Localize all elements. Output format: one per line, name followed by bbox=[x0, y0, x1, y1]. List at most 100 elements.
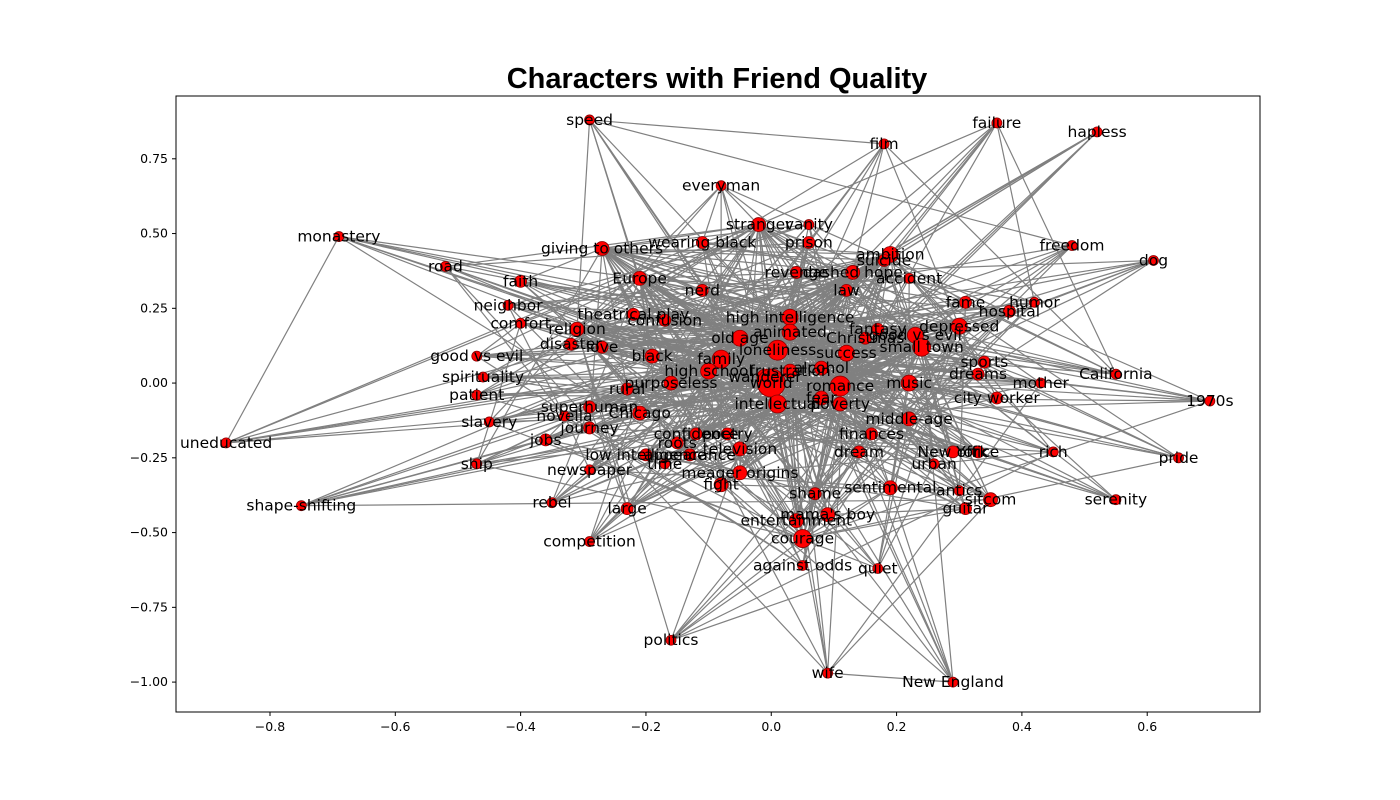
node bbox=[1002, 304, 1016, 318]
node bbox=[953, 485, 965, 497]
node-label: confusion bbox=[627, 311, 702, 329]
edge bbox=[915, 334, 1179, 459]
edge bbox=[846, 244, 1073, 354]
edge bbox=[651, 355, 966, 510]
edge bbox=[602, 247, 891, 256]
node-label: finances bbox=[839, 425, 904, 443]
node bbox=[584, 114, 595, 126]
edge bbox=[695, 433, 828, 516]
node bbox=[594, 241, 610, 256]
node-label: stranger bbox=[726, 216, 792, 234]
edge bbox=[802, 508, 966, 540]
node bbox=[971, 367, 985, 381]
edge bbox=[821, 361, 985, 369]
node-label: romance bbox=[806, 377, 874, 395]
node-label: love bbox=[586, 338, 619, 356]
node-label: film bbox=[869, 135, 898, 153]
node bbox=[813, 390, 829, 406]
edge bbox=[845, 352, 954, 683]
node bbox=[882, 480, 898, 496]
edge bbox=[626, 382, 910, 510]
edge bbox=[777, 349, 997, 399]
node-label: sports bbox=[960, 353, 1008, 371]
node bbox=[813, 360, 829, 376]
node bbox=[483, 416, 495, 428]
node bbox=[564, 337, 578, 351]
node-label: theatrical play bbox=[578, 305, 690, 323]
node-label: disaster bbox=[540, 335, 602, 353]
node-label: competition bbox=[543, 533, 636, 551]
node-label: politics bbox=[644, 631, 699, 649]
edge bbox=[626, 370, 710, 509]
node bbox=[838, 344, 855, 362]
node bbox=[695, 236, 709, 249]
edge bbox=[627, 388, 935, 465]
node bbox=[670, 436, 684, 450]
x-axis: −0.8 −0.6 −0.4 −0.2 0.0 0.2 0.4 0.6 bbox=[255, 712, 1157, 734]
edge bbox=[639, 412, 697, 435]
edge bbox=[602, 301, 1035, 348]
edge bbox=[520, 247, 603, 282]
node bbox=[658, 313, 672, 327]
node bbox=[659, 458, 671, 470]
edge bbox=[827, 672, 954, 683]
node bbox=[782, 363, 798, 379]
node bbox=[789, 266, 803, 279]
edge bbox=[689, 143, 885, 456]
node bbox=[471, 458, 483, 470]
node-label: everyman bbox=[682, 177, 760, 195]
node-label: comfort bbox=[490, 314, 551, 332]
edge bbox=[958, 302, 967, 491]
edge bbox=[602, 331, 791, 348]
node-label: Christmas bbox=[826, 329, 904, 347]
node-label: depressed bbox=[919, 317, 999, 335]
node bbox=[991, 117, 1003, 129]
node bbox=[971, 445, 985, 459]
edge bbox=[908, 382, 1179, 459]
edge bbox=[225, 236, 340, 444]
node-label: hapless bbox=[1068, 123, 1127, 141]
node bbox=[829, 375, 851, 397]
edge bbox=[701, 242, 722, 360]
edge bbox=[934, 451, 1054, 465]
edge bbox=[226, 385, 841, 444]
edge bbox=[758, 122, 998, 226]
edge bbox=[921, 346, 1116, 375]
node bbox=[220, 437, 232, 449]
node-label: middle-age bbox=[865, 410, 952, 428]
node bbox=[946, 445, 960, 459]
node bbox=[751, 217, 767, 232]
node-label: mother bbox=[1012, 374, 1069, 392]
node-label: meager origins bbox=[681, 464, 798, 482]
edge bbox=[827, 499, 992, 674]
node bbox=[820, 507, 836, 523]
node-label: patient bbox=[449, 386, 504, 404]
node bbox=[689, 427, 703, 441]
node bbox=[295, 500, 307, 512]
node-label: world bbox=[750, 374, 793, 392]
edge bbox=[670, 310, 1010, 641]
node-label: fantasy bbox=[849, 320, 907, 338]
edge bbox=[601, 247, 1117, 375]
node bbox=[732, 441, 748, 457]
edge bbox=[576, 329, 672, 641]
node bbox=[878, 138, 890, 150]
edge bbox=[670, 567, 878, 641]
node-label: uneducated bbox=[180, 434, 272, 452]
edge bbox=[996, 122, 1036, 303]
edge bbox=[664, 319, 985, 363]
edge bbox=[721, 484, 960, 492]
edge bbox=[602, 247, 853, 274]
node-label: quiet bbox=[858, 559, 898, 577]
edge bbox=[758, 224, 822, 369]
edge bbox=[489, 400, 1210, 423]
node bbox=[901, 411, 917, 427]
node-label: rich bbox=[1039, 443, 1068, 461]
edge-layer bbox=[225, 119, 1211, 683]
edge bbox=[576, 277, 910, 330]
node bbox=[959, 295, 972, 309]
node bbox=[947, 676, 959, 688]
edge bbox=[626, 259, 1154, 510]
node-label: slavery bbox=[461, 413, 517, 431]
